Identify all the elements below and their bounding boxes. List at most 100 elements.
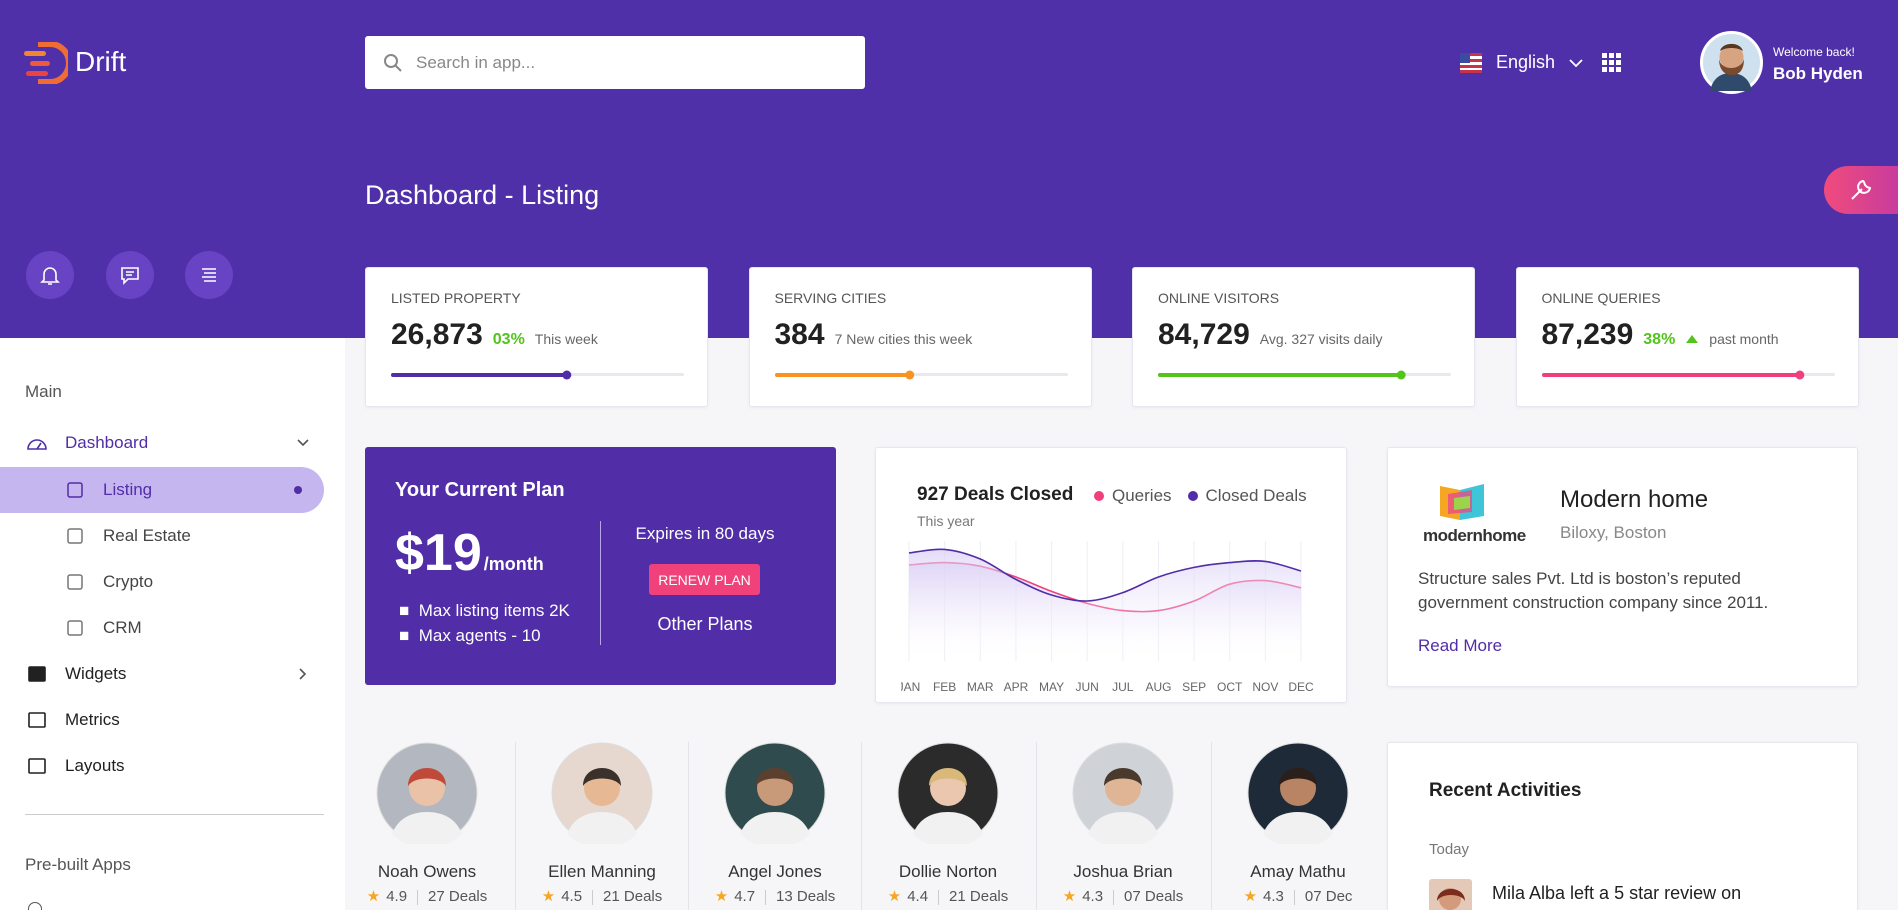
legend-item: Queries bbox=[1094, 486, 1172, 506]
chat-icon bbox=[121, 267, 139, 285]
meta-divider bbox=[592, 889, 594, 905]
agent-deals: 13 Deals bbox=[776, 888, 836, 905]
notifications-button[interactable] bbox=[26, 251, 74, 299]
feature-text: Max agents - 10 bbox=[418, 626, 541, 645]
user-name: Bob Hyden bbox=[1773, 64, 1863, 83]
avatar-hair bbox=[756, 768, 794, 786]
activity-avatar bbox=[1429, 879, 1472, 910]
stat-change: 38% bbox=[1643, 331, 1676, 348]
plan-feature: ■ Max agents - 10 bbox=[399, 626, 541, 645]
agent-meta: ★ 4.7 13 Deals bbox=[690, 887, 860, 905]
nav-item[interactable]: Metrics bbox=[0, 697, 324, 743]
list-icon bbox=[67, 482, 83, 498]
nav-subitem[interactable]: CRM bbox=[0, 605, 324, 651]
apps-grid-icon[interactable] bbox=[1602, 53, 1622, 73]
x-tick-label: AUG bbox=[1145, 680, 1171, 693]
stat-row: 26,873 03% This week bbox=[391, 318, 598, 352]
stat-value: 384 bbox=[774, 318, 825, 351]
meta-divider bbox=[1113, 889, 1115, 905]
logo-icon bbox=[24, 42, 68, 84]
agent-name: Ellen Manning bbox=[548, 862, 656, 881]
agent-rating: 4.7 bbox=[734, 888, 756, 905]
stat-row: 87,239 38% past month bbox=[1542, 318, 1779, 352]
agent-deals: 21 Deals bbox=[603, 888, 663, 905]
star-icon: ★ bbox=[366, 888, 381, 905]
agent-meta: ★ 4.4 21 Deals bbox=[863, 887, 1033, 905]
chart-subtitle: This year bbox=[917, 513, 975, 529]
company-location: Biloxy, Boston bbox=[1560, 523, 1667, 542]
page-title: Dashboard - Listing bbox=[365, 180, 600, 210]
x-tick-label: NOV bbox=[1252, 680, 1278, 693]
read-more-link[interactable]: Read More bbox=[1418, 636, 1503, 655]
icon-shape bbox=[28, 666, 46, 682]
search-box[interactable]: Search in app... bbox=[365, 36, 865, 89]
agent-avatar[interactable] bbox=[724, 742, 826, 844]
agent-divider bbox=[861, 742, 862, 910]
activities-title: Recent Activities bbox=[1429, 780, 1582, 801]
nav-subitem[interactable]: Crypto bbox=[0, 559, 324, 605]
stat-change: 03% bbox=[492, 331, 525, 348]
x-tick-label: JUL bbox=[1112, 680, 1134, 693]
messages-button[interactable] bbox=[106, 251, 154, 299]
agent-avatar[interactable] bbox=[1072, 742, 1174, 844]
progress-fill bbox=[774, 373, 910, 377]
star-icon: ★ bbox=[714, 888, 729, 905]
nav-label: Crypto bbox=[103, 572, 154, 591]
progress-knob bbox=[562, 370, 572, 380]
star-icon: ★ bbox=[1243, 888, 1258, 905]
nav-item[interactable]: Widgets bbox=[0, 651, 324, 697]
agent-avatar[interactable] bbox=[376, 742, 478, 844]
stat-value: 87,239 bbox=[1541, 318, 1634, 351]
chevron-down bbox=[297, 439, 309, 447]
legend-label: Closed Deals bbox=[1205, 486, 1307, 505]
agent-avatar[interactable] bbox=[551, 742, 653, 844]
stat-value: 84,729 bbox=[1158, 318, 1250, 351]
agent-avatar[interactable] bbox=[1247, 742, 1349, 844]
icon-shape bbox=[67, 528, 83, 544]
language-select[interactable]: English bbox=[1460, 52, 1583, 73]
stat-label: LISTED PROPERTY bbox=[391, 290, 521, 306]
star-icon: ★ bbox=[1062, 888, 1077, 905]
plan-expiry: Expires in 80 days bbox=[635, 524, 775, 543]
other-plans-link[interactable]: Other Plans bbox=[657, 614, 753, 634]
plan-title: Your Current Plan bbox=[395, 479, 565, 501]
nav-label: Widgets bbox=[65, 664, 127, 683]
stat-note: past month bbox=[1709, 331, 1779, 347]
progress-knob bbox=[1396, 370, 1406, 380]
stat-row: 384 7 New cities this week bbox=[775, 318, 973, 352]
section-label: Pre-built Apps bbox=[25, 855, 131, 874]
meta-divider bbox=[417, 889, 419, 905]
agent-divider bbox=[1036, 742, 1037, 910]
renew-button[interactable]: RENEW PLAN bbox=[649, 564, 760, 595]
settings-tab[interactable] bbox=[1824, 166, 1898, 214]
lines-icon bbox=[202, 268, 216, 282]
nav-subitem[interactable]: Listing bbox=[0, 467, 324, 513]
nav-label: Layouts bbox=[65, 756, 125, 775]
avatar-body bbox=[392, 812, 462, 844]
agent-rating: 4.3 bbox=[1263, 888, 1284, 905]
notes-button[interactable] bbox=[185, 251, 233, 299]
nav-subitem[interactable]: Real Estate bbox=[0, 513, 324, 559]
plan-card: Your Current Plan $19 /month ■ Max listi… bbox=[365, 447, 836, 685]
avatar-hair bbox=[408, 768, 446, 786]
x-tick-label: FEB bbox=[933, 680, 956, 693]
agent-deals: 07 Deals bbox=[1124, 888, 1184, 905]
divider bbox=[25, 814, 324, 815]
nav-item[interactable]: Layouts bbox=[0, 743, 324, 789]
agent-name: Noah Owens bbox=[377, 862, 477, 881]
gauge-icon bbox=[27, 439, 47, 450]
flag-icon bbox=[1460, 52, 1482, 73]
user-avatar[interactable] bbox=[1700, 31, 1763, 94]
agent-meta: ★ 4.3 07 Dec bbox=[1213, 887, 1383, 905]
bell-icon bbox=[40, 267, 60, 285]
company-name: Modern home bbox=[1560, 486, 1709, 513]
agent-avatar[interactable] bbox=[897, 742, 999, 844]
company-description: Structure sales Pvt. Ltd is boston’s rep… bbox=[1418, 569, 1769, 612]
stat-label: ONLINE VISITORS bbox=[1158, 290, 1280, 306]
x-tick-label: MAR bbox=[967, 680, 994, 693]
nav-dashboard[interactable]: Dashboard bbox=[0, 420, 324, 466]
tree-icon bbox=[67, 620, 83, 636]
nav-icon bbox=[28, 666, 46, 682]
chart-title: 927 Deals Closed bbox=[917, 484, 1074, 505]
x-tick-label: MAY bbox=[1039, 680, 1064, 693]
